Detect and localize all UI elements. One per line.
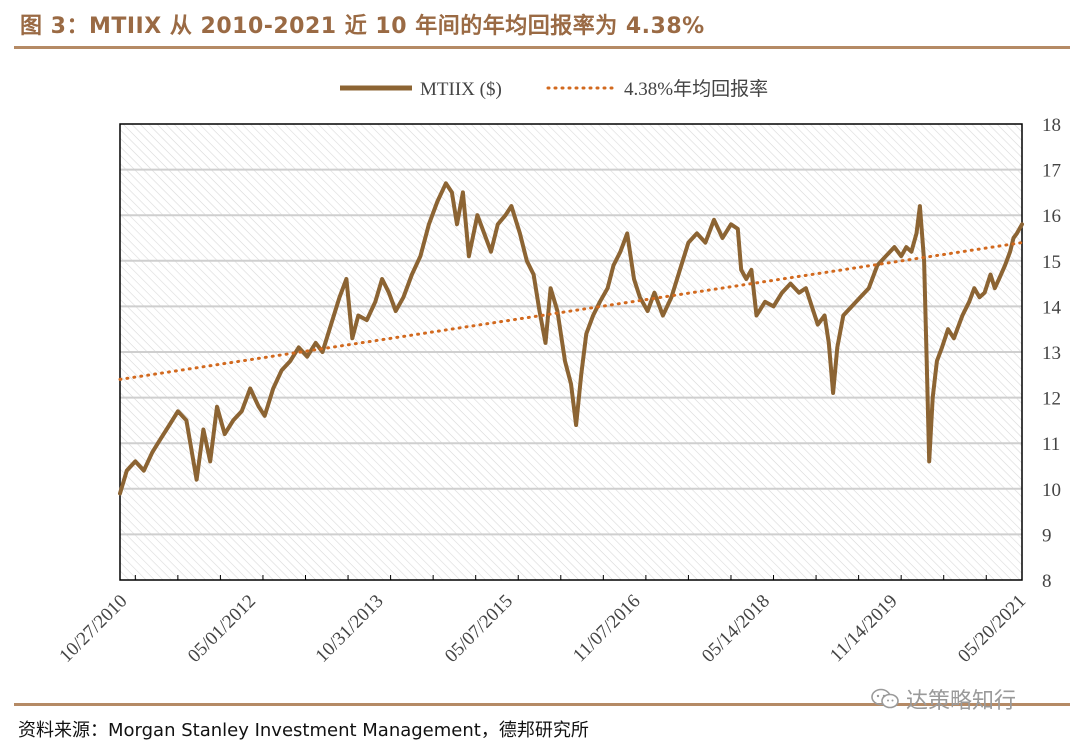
source-note: 资料来源：Morgan Stanley Investment Managemen…	[18, 720, 589, 741]
y-tick-label: 13	[1042, 343, 1061, 364]
legend-label-trend: 4.38%年均回报率	[624, 78, 768, 100]
y-tick-label: 8	[1042, 571, 1052, 592]
trend-line	[118, 241, 1024, 381]
gridlines	[120, 168, 1022, 536]
y-tick-label: 15	[1042, 252, 1061, 273]
y-tick-label: 12	[1042, 389, 1061, 410]
x-tick-label: 05/14/2018	[698, 591, 774, 667]
wechat-icon	[871, 688, 899, 709]
chart-legend: MTIIX ($) 4.38%年均回报率	[340, 78, 768, 100]
chart: MTIIX ($) 4.38%年均回报率 8 9 10 11 12 13 14 15 16 17 18…	[55, 78, 1062, 667]
x-tick-label: 05/01/2012	[184, 591, 260, 667]
x-axis: 10/27/2010 05/01/2012 10/31/2013 05/07/2015…	[55, 575, 1030, 667]
x-tick-label: 10/27/2010	[55, 591, 131, 667]
y-tick-label: 11	[1042, 434, 1060, 455]
legend-label-mtiix: MTIIX ($)	[420, 79, 502, 100]
y-tick-label: 10	[1042, 480, 1061, 501]
mtiix-series-line	[118, 181, 1024, 496]
y-tick-label: 16	[1042, 206, 1061, 227]
y-tick-label: 9	[1042, 525, 1052, 546]
x-tick-label: 11/14/2019	[826, 591, 902, 667]
plot-frame	[119, 123, 1023, 581]
y-tick-label: 17	[1042, 161, 1061, 182]
y-tick-label: 14	[1042, 297, 1062, 318]
x-tick-label: 11/07/2016	[569, 591, 645, 667]
x-tick-label: 05/20/2021	[954, 591, 1030, 667]
series-layer	[118, 181, 1024, 496]
watermark: 达策略知行	[870, 683, 1016, 715]
x-tick-label: 05/07/2015	[441, 591, 517, 667]
watermark-text: 达策略知行	[906, 689, 1017, 714]
x-tick-label: 10/31/2013	[312, 591, 388, 667]
chart-title: 图 3：MTIIX 从 2010-2021 近 10 年间的年均回报率为 4.3…	[20, 14, 705, 39]
y-axis: 8 9 10 11 12 13 14 15 16 17 18	[1042, 115, 1062, 592]
top-divider	[14, 46, 1070, 49]
y-tick-label: 18	[1042, 115, 1061, 136]
bottom-divider	[14, 703, 1070, 706]
